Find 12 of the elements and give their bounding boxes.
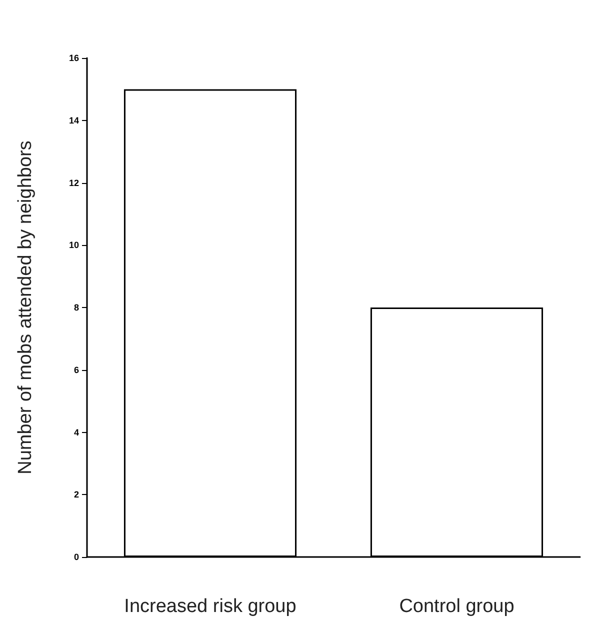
y-axis-title: Number of mobs attended by neighbors [15,140,36,474]
y-tick-label: 14 [68,115,79,126]
y-tick-label: 0 [74,552,79,562]
y-tick-label: 4 [74,427,79,438]
y-tick-label: 10 [68,240,79,250]
y-tick-label: 12 [68,178,79,188]
x-tick-label: Increased risk group [124,596,296,617]
y-tick-label: 8 [74,302,79,312]
y-tick-label: 6 [74,364,79,375]
y-tick-label: 2 [74,490,79,500]
x-tick-label: Control group [399,596,514,617]
y-tick-label: 16 [68,53,79,63]
